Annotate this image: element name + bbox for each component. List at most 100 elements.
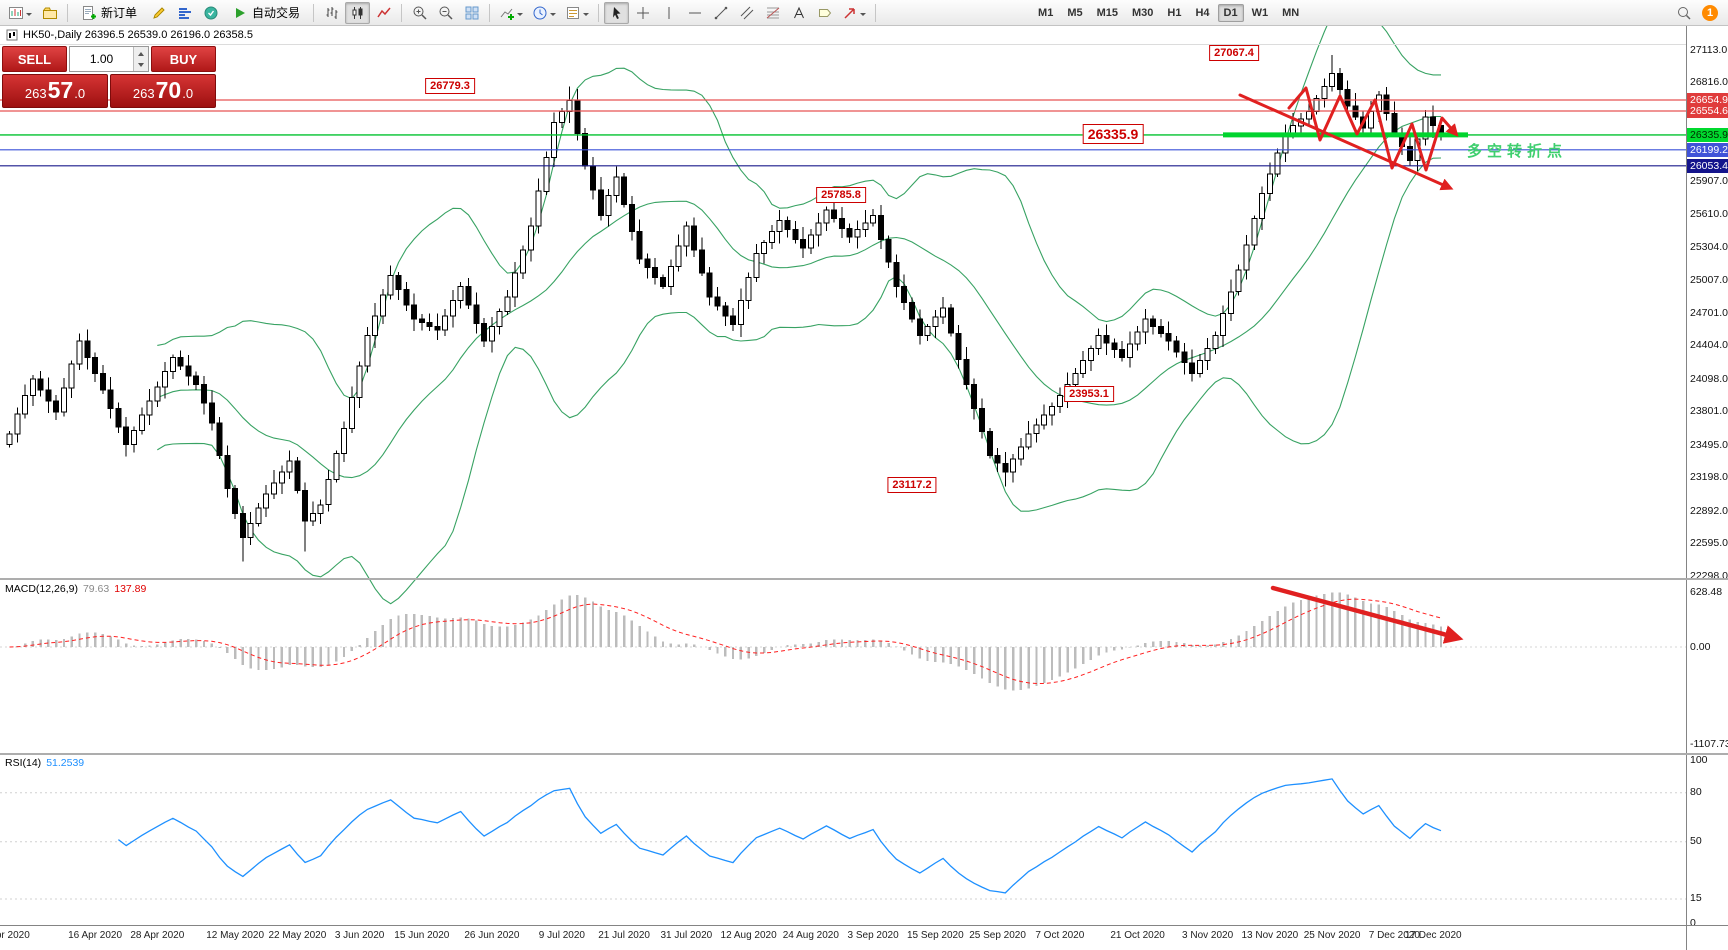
- price-axis-tick: 24098.0: [1690, 372, 1728, 385]
- horizontal-line-button[interactable]: [682, 2, 707, 24]
- arrow-tool-icon: [844, 7, 855, 19]
- auto-trading-button[interactable]: 自动交易: [224, 2, 308, 24]
- price-axis-tick: 24701.0: [1690, 306, 1728, 319]
- text-icon: [793, 6, 804, 18]
- candlestick-chart-icon: [352, 6, 363, 19]
- new-chart-button[interactable]: [4, 2, 36, 24]
- periods-button[interactable]: [528, 2, 560, 24]
- auto-trading-label: 自动交易: [252, 6, 301, 20]
- channel-button[interactable]: [734, 2, 759, 24]
- zoom-out-button[interactable]: [433, 2, 458, 24]
- price-callout[interactable]: 27067.4: [1209, 45, 1259, 61]
- price-axis-marker: 26199.2: [1687, 142, 1728, 157]
- timeframe-button-h1[interactable]: H1: [1167, 6, 1182, 19]
- tile-windows-icon: [465, 6, 479, 19]
- label-icon: [818, 8, 831, 17]
- arrows-button[interactable]: [838, 2, 870, 24]
- trendline-button[interactable]: [708, 2, 733, 24]
- rsi-label-row: RSI(14) 51.2539: [5, 757, 84, 769]
- rsi-axis-tick: 50: [1690, 835, 1702, 848]
- chart-title: HK50-,Daily 26396.5 26539.0 26196.0 2635…: [23, 29, 253, 41]
- bid-price-button[interactable]: 263 57.0: [2, 74, 108, 108]
- template-icon: [567, 6, 580, 19]
- metaeditor-button[interactable]: [146, 2, 171, 24]
- indicators-button[interactable]: [495, 2, 527, 24]
- new-order-button[interactable]: 新订单: [73, 2, 145, 24]
- new-order-icon: [83, 5, 96, 20]
- zoom-in-button[interactable]: [407, 2, 432, 24]
- pencil-icon: [152, 6, 165, 19]
- strategy-tester-button[interactable]: [198, 2, 223, 24]
- timeframe-button-m30[interactable]: M30: [1132, 6, 1154, 19]
- toolbar-separator: [67, 3, 68, 22]
- chart-tab-icon: [6, 29, 18, 41]
- ask-suffix: .0: [182, 86, 194, 101]
- price-axis-tick: 25610.0: [1690, 207, 1728, 220]
- toolbar: 新订单 自动交易: [0, 0, 1728, 26]
- sell-button[interactable]: SELL: [2, 46, 67, 72]
- timeframe-button-m5[interactable]: M5: [1067, 6, 1083, 19]
- one-click-trade-panel: SELL 1.00 BUY 263 57.0 263 70.0: [2, 46, 216, 108]
- label-button[interactable]: [812, 2, 837, 24]
- title-underline: [0, 44, 1686, 45]
- tile-windows-button[interactable]: [459, 2, 484, 24]
- volume-input[interactable]: 1.00: [69, 46, 149, 72]
- toolbar-separator: [875, 3, 877, 22]
- text-button[interactable]: [786, 2, 811, 24]
- fibonacci-button[interactable]: [760, 2, 785, 24]
- volume-up-button[interactable]: [134, 47, 148, 59]
- market-depth-button[interactable]: [172, 2, 197, 24]
- triangle-down-icon: [138, 62, 144, 70]
- price-axis[interactable]: 27113.0 26816.0 25907.0 25610.0 25304.0 25007…: [1686, 0, 1728, 950]
- bid-suffix: .0: [74, 86, 86, 101]
- rsi-axis-tick: 100: [1690, 753, 1708, 766]
- panel-splitter-rsi[interactable]: [0, 753, 1728, 755]
- search-button[interactable]: [1671, 2, 1696, 24]
- chart-title-row: HK50-,Daily 26396.5 26539.0 26196.0 2635…: [6, 29, 253, 41]
- candlestick-chart-button[interactable]: [345, 1, 371, 24]
- trendline-icon: [714, 6, 727, 19]
- timeframe-button-m15[interactable]: M15: [1096, 6, 1118, 19]
- bar-chart-button[interactable]: [319, 2, 344, 24]
- ask-price-button[interactable]: 263 70.0: [110, 74, 216, 108]
- rsi-axis-tick: 80: [1690, 786, 1702, 799]
- templates-button[interactable]: [561, 2, 593, 24]
- indicators-icon: [500, 8, 515, 20]
- timeframe-button-m1[interactable]: M1: [1038, 6, 1054, 19]
- price-callout[interactable]: 23117.2: [887, 477, 937, 493]
- cursor-icon: [612, 6, 621, 19]
- price-callout[interactable]: 25785.8: [816, 187, 866, 203]
- price-axis-tick: 26816.0: [1690, 75, 1728, 88]
- notification-badge[interactable]: 1: [1702, 4, 1718, 21]
- timeframe-button-h4[interactable]: H4: [1195, 6, 1210, 19]
- price-callout[interactable]: 26335.9: [1082, 124, 1144, 144]
- bid-prefix: 263: [24, 86, 47, 101]
- price-axis-marker: 26335.9: [1687, 127, 1728, 142]
- profiles-button[interactable]: [37, 2, 62, 24]
- zoom-in-icon: [413, 6, 427, 20]
- panel-splitter-macd[interactable]: [0, 578, 1728, 580]
- volume-down-button[interactable]: [134, 59, 148, 71]
- price-callout[interactable]: 23953.1: [1064, 386, 1114, 402]
- buy-button[interactable]: BUY: [151, 46, 216, 72]
- pivot-note-text[interactable]: 多空转折点: [1467, 143, 1568, 160]
- price-axis-tick: 25907.0: [1690, 175, 1728, 188]
- price-axis-tick: 22595.0: [1690, 537, 1728, 550]
- timeframe-button-d1[interactable]: D1: [1217, 3, 1244, 22]
- ask-big-digits: 70: [155, 77, 182, 103]
- line-chart-button[interactable]: [371, 2, 396, 24]
- timeframe-button-mn[interactable]: MN: [1282, 6, 1300, 19]
- profiles-folder-icon: [42, 7, 57, 19]
- cursor-button[interactable]: [604, 1, 630, 24]
- toolbar-separator: [401, 3, 403, 22]
- chevron-down-icon: [860, 12, 867, 19]
- timeframe-button-w1[interactable]: W1: [1251, 6, 1269, 19]
- line-chart-icon: [376, 7, 391, 17]
- vertical-line-button[interactable]: [656, 2, 681, 24]
- crosshair-button[interactable]: [630, 2, 655, 24]
- price-callout[interactable]: 26779.3: [425, 78, 475, 94]
- volume-value[interactable]: 1.00: [89, 52, 114, 66]
- macd-name: MACD(12,26,9): [5, 583, 78, 595]
